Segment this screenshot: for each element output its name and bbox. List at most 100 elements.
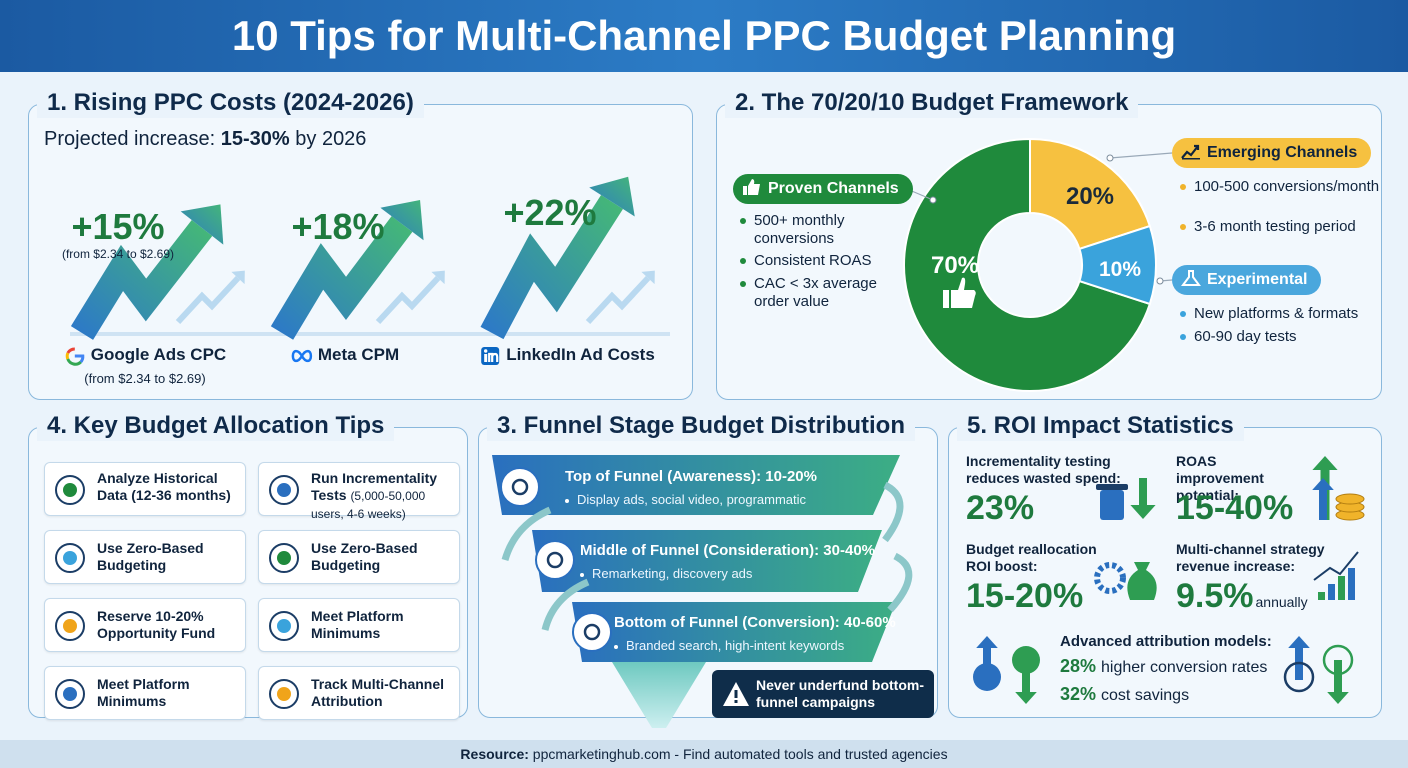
legend-pill: Experimental: [1172, 265, 1322, 295]
bullet: [1180, 224, 1186, 230]
bullet: [740, 281, 746, 287]
channel-label: Google Ads CPC: [64, 345, 226, 366]
note-item: New platforms & formats: [1180, 305, 1394, 323]
attribution-text: cost savings: [1101, 687, 1190, 704]
note-item: 500+ monthly conversions: [740, 212, 904, 248]
tip-card: Use Zero-Based Budgeting: [44, 530, 246, 584]
attribution-text: higher conversion rates: [1101, 659, 1268, 676]
footer: Resource: ppcmarketinghub.com - Find aut…: [0, 740, 1408, 768]
note-item: 60-90 day tests: [1180, 328, 1394, 346]
tip-text: Meet Platform Minimums: [311, 608, 455, 642]
bullet: [740, 218, 746, 224]
note-text: 500+ monthly conversions: [754, 212, 845, 247]
warning-icon: [734, 700, 738, 703]
icon: [743, 179, 760, 196]
channel-name: Meta CPM: [317, 345, 400, 364]
tip-icon: [63, 619, 77, 633]
stat-label: ROAS improvement potential:: [1176, 453, 1264, 503]
tip-title: Use Zero-Based Budgeting: [311, 540, 418, 573]
increase-value: +18%: [291, 206, 385, 247]
icon: [743, 179, 760, 196]
panel-title: 3. Funnel Stage Budget Distribution: [487, 411, 915, 441]
stage-detail: Remarketing, discovery ads: [580, 566, 752, 581]
tip-title: Reserve 10-20% Opportunity Fund: [97, 608, 216, 641]
stat-value-row: 9.5% annually: [1176, 577, 1308, 616]
stat-value: 9.5%: [1176, 577, 1254, 615]
channel-label: Meta CPM: [291, 345, 399, 366]
channel-name: LinkedIn Ad Costs: [506, 345, 655, 364]
stat-value-row: 15-40%: [1176, 489, 1293, 528]
detail-text: Remarketing, discovery ads: [592, 566, 753, 581]
icon: [1182, 158, 1200, 160]
stat-value-row: 23%: [966, 489, 1034, 528]
tip-icon: [63, 551, 77, 565]
tip-card: Meet Platform Minimums: [258, 598, 460, 652]
icon: [481, 346, 500, 365]
legend-label: Emerging Channels: [1207, 144, 1358, 161]
tip-text: Analyze Historical Data (12-36 months): [97, 470, 241, 504]
tip-icon: [63, 483, 77, 497]
bullet: [565, 498, 569, 503]
google-logo: [65, 351, 70, 360]
stat-label: Multi-channel strategy revenue increase:: [1176, 541, 1325, 574]
channel-name: Google Ads CPC: [90, 345, 227, 364]
stat-value: 15-20%: [966, 577, 1084, 615]
tip-icon: [55, 679, 85, 709]
tip-card: Reserve 10-20% Opportunity Fund: [44, 598, 246, 652]
subtitle-text: Projected increase:: [44, 128, 221, 150]
tip-title: Meet Platform Minimums: [97, 676, 190, 709]
tip-icon: [277, 551, 291, 565]
warning-box: Never underfund bottom-funnel campaigns: [712, 670, 934, 718]
increase-value: +22%: [503, 192, 597, 233]
bullet: [580, 572, 584, 577]
note-text: Consistent ROAS: [754, 252, 872, 269]
bullet: [1180, 311, 1186, 317]
note-text: 100-500 conversions/month: [1194, 178, 1380, 195]
tip-icon: [269, 543, 299, 573]
note-item: 100-500 conversions/month: [1180, 178, 1394, 196]
icon: [1181, 145, 1200, 159]
google-logo: [74, 354, 85, 363]
note-item: CAC < 3x average order value: [740, 275, 904, 311]
stage-title: Bottom of Funnel (Conversion): 40-60%: [614, 614, 896, 631]
icon: [55, 679, 85, 709]
warning-text: Never underfund bottom-funnel campaigns: [756, 677, 924, 710]
icon: [723, 682, 749, 706]
stat-label: Incrementality testing reduces wasted sp…: [966, 453, 1121, 486]
tip-card: Meet Platform Minimums: [44, 666, 246, 720]
panel-title: 5. ROI Impact Statistics: [957, 411, 1244, 441]
tip-card: Analyze Historical Data (12-36 months): [44, 462, 246, 516]
linkedin-logo: [484, 353, 488, 362]
stat-value-row: 15-20%: [966, 577, 1083, 616]
tip-icon: [277, 619, 291, 633]
stage-detail: Display ads, social video, programmatic: [565, 492, 806, 507]
note-item: Consistent ROAS: [740, 252, 904, 270]
bullet: [1180, 334, 1186, 340]
channel-note: (from $2.34 to $2.69): [84, 371, 206, 386]
channel-label: LinkedIn Ad Costs: [479, 345, 655, 366]
panel-title: 1. Rising PPC Costs (2024-2026): [37, 88, 424, 118]
icon: [65, 347, 85, 366]
subtitle-text: by 2026: [289, 128, 367, 150]
legend-label: Experimental: [1207, 271, 1308, 288]
tip-icon: [269, 475, 299, 505]
tip-card: Use Zero-Based Budgeting: [258, 530, 460, 584]
linkedin-logo: [483, 348, 488, 353]
stage-detail: Branded search, high-intent keywords: [614, 638, 844, 653]
tip-title: Meet Platform Minimums: [311, 608, 404, 641]
stat-suffix: annually: [1255, 594, 1308, 610]
tip-title: Track Multi-Channel Attribution: [311, 676, 445, 709]
icon: [269, 679, 299, 709]
tip-text: Use Zero-Based Budgeting: [97, 540, 241, 574]
tip-icon: [269, 611, 299, 641]
icon: [269, 475, 299, 505]
panel-title: 4. Key Budget Allocation Tips: [37, 411, 395, 441]
stage-title: Middle of Funnel (Consideration): 30-40%: [580, 542, 876, 559]
detail-text: Branded search, high-intent keywords: [626, 638, 845, 653]
increase-note: (from $2.34 to $2.69): [61, 247, 175, 261]
icon: [269, 611, 299, 641]
note-text: CAC < 3x average order value: [754, 275, 877, 310]
tip-title: Analyze Historical Data: [97, 470, 218, 503]
tip-icon: [277, 483, 291, 497]
bullet: [614, 644, 618, 649]
